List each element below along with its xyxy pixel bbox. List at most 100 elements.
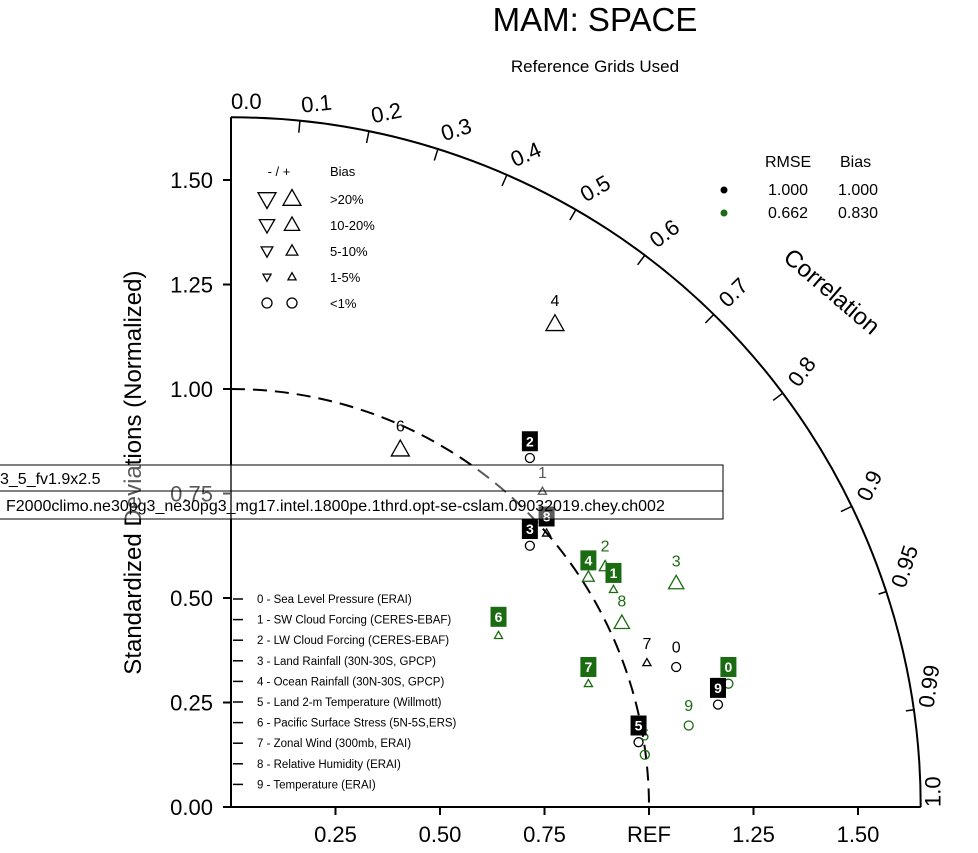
variable-legend-item: 9 - Temperature (ERAI)	[257, 779, 376, 791]
correlation-tick-label: 0.4	[507, 137, 545, 172]
bias-legend-label: <1%	[330, 296, 357, 311]
x-tick-label: 1.50	[837, 822, 880, 847]
bias-legend-plus-marker	[283, 215, 301, 232]
stats-row-dot	[720, 186, 728, 194]
stats-header-bias: Bias	[840, 154, 871, 171]
data-point-label: 2	[601, 538, 610, 555]
tick-labels: 0.000.250.500.751.001.251.500.25 0.50 0.75…	[120, 168, 879, 847]
y-tick-label: 0.25	[170, 691, 213, 716]
boxed-label-bg	[521, 519, 538, 540]
data-point-marker	[613, 613, 631, 630]
variable-legend-item: 0 - Sea Level Pressure (ERAI)	[257, 594, 412, 606]
correlation-title: Correlation	[778, 244, 885, 341]
stats-header-rmse: RMSE	[765, 154, 811, 171]
data-point-marker	[544, 313, 566, 332]
correlation-tick-mark	[704, 313, 715, 324]
case-name-2: F2000climo.ne30pg3_ne30pg3_mg17.intel.18…	[6, 498, 665, 515]
data-point-label: 5	[640, 727, 649, 744]
bias-legend-label: 5-10%	[330, 244, 368, 259]
correlation-tick-mark	[569, 209, 577, 221]
chart-title: MAM: SPACE	[493, 1, 698, 38]
data-point-label: 6	[396, 419, 405, 436]
y-tick-label: 1.25	[170, 273, 213, 298]
reference-std-arc	[230, 388, 650, 808]
boxed-label-text: 7	[584, 659, 592, 675]
variable-legend-item: 3 - Land Rainfall (30N-30S, GPCP)	[257, 656, 436, 668]
case-name-box: 3_5_fv1.9x2.5 F2000climo.ne30pg3_ne30pg3_…	[0, 464, 724, 520]
boxed-label-text: 4	[584, 552, 592, 568]
data-point-marker	[493, 630, 504, 640]
data-point-label: 1	[538, 465, 547, 482]
correlation-tick-mark	[298, 120, 301, 133]
correlation-tick-label: 0.2	[369, 97, 404, 128]
bias-legend-plus-marker	[286, 297, 298, 309]
data-point-marker	[712, 699, 724, 710]
variable-legend: 0 - Sea Level Pressure (ERAI) 1 - SW Clou…	[233, 594, 457, 791]
boxed-label-text: 2	[526, 433, 534, 449]
variable-legend-item: 6 - Pacific Surface Stress (5N-5S,ERS)	[257, 718, 457, 730]
boxed-label-bg	[580, 656, 597, 677]
correlation-tick-mark	[772, 392, 784, 401]
boxed-label-bg	[720, 656, 737, 677]
correlation-tick-label: 0.99	[914, 663, 945, 709]
data-point-marker	[524, 452, 536, 464]
bias-legend-minus-marker	[261, 297, 273, 309]
x-tick-label: 0.75	[523, 822, 566, 847]
x-tick-label: 0.50	[419, 822, 462, 847]
correlation-tick-label: 0.6	[645, 214, 684, 252]
data-point-label: 8	[617, 593, 626, 610]
data-point-label: 0	[672, 640, 681, 657]
stats-row-rmse: 1.000	[768, 182, 808, 199]
reference-arc	[230, 388, 650, 808]
data-point-marker	[639, 749, 650, 760]
bias-legend-plus-marker	[286, 271, 298, 281]
boxed-label-bg	[709, 677, 726, 698]
bias-legend-sign-header: - / +	[268, 164, 291, 179]
boxed-label-text: 5	[635, 717, 643, 733]
correlation-tick-label: 0.7	[714, 273, 753, 312]
stats-row-dot	[720, 209, 728, 217]
y-tick-label: 0.50	[170, 586, 213, 611]
data-point-marker	[581, 569, 596, 582]
case-name-frame	[0, 464, 724, 520]
bias-legend-minus-marker	[261, 273, 273, 283]
y-tick-label: 0.00	[170, 795, 213, 820]
data-point-label: 9	[684, 698, 693, 715]
data-point-label: 4	[550, 293, 559, 310]
correlation-tick-mark	[840, 505, 853, 513]
boxed-label-bg	[490, 606, 507, 627]
correlation-tick-label: 0.5	[576, 170, 615, 207]
y-tick-label: 1.00	[170, 377, 213, 402]
y-tick-label: 0.75	[170, 482, 213, 507]
ref-label: REF	[627, 822, 671, 847]
bias-legend-plus-marker	[285, 243, 299, 256]
chart-subtitle: Reference Grids Used	[511, 57, 679, 76]
variable-legend-item: 5 - Land 2-m Temperature (Willmott)	[257, 697, 442, 709]
y-axis-title: Standardized Deviations (Normalized)	[120, 271, 147, 675]
boxed-label-text: 9	[714, 680, 722, 696]
correlation-tick-label: 0.0	[231, 89, 262, 114]
boxed-label-bg	[630, 715, 647, 736]
boxed-label-text: 0	[725, 659, 733, 675]
data-point-marker	[390, 438, 411, 457]
boxed-label-text: 3	[526, 521, 534, 537]
data-point-marker	[524, 540, 536, 551]
data-point-marker	[683, 720, 694, 731]
stats-row-bias: 1.000	[838, 182, 878, 199]
correlation-tick-label: 1.0	[921, 776, 946, 807]
bias-legend-minus-marker	[256, 192, 278, 210]
correlation-tick-label: 0.95	[886, 542, 923, 590]
boxed-label-text: 8	[543, 508, 551, 524]
bias-legend-minus-marker	[260, 246, 274, 259]
chart-titles: MAM: SPACE Reference Grids Used	[493, 1, 698, 76]
data-point-marker	[671, 661, 682, 673]
bias-legend-minus-marker	[258, 218, 276, 235]
bias-legend-label: >20%	[330, 192, 364, 207]
data-point-marker	[633, 737, 644, 748]
boxed-label-bg	[605, 562, 622, 583]
bias-legend-header: Bias	[330, 164, 356, 179]
correlation-tick-mark	[878, 590, 887, 595]
correlation-tick-mark	[501, 174, 508, 187]
bias-legend-label: 10-20%	[330, 218, 375, 233]
